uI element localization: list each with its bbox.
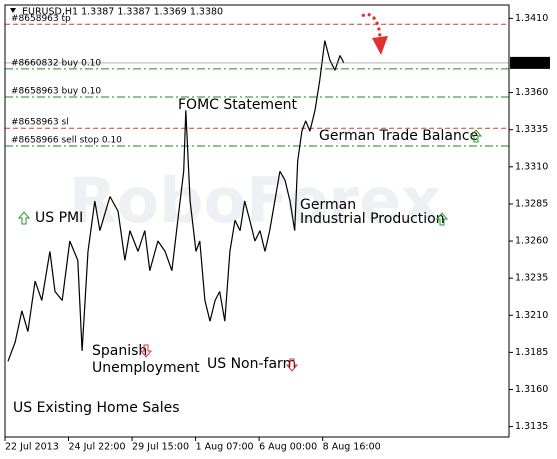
x-tick-label: 29 Jul 15:00	[132, 442, 189, 453]
current-price-label: 1.3380	[515, 57, 548, 68]
x-tick-label: 22 Jul 2013	[5, 442, 59, 453]
y-tick-label: 1.3160	[515, 384, 548, 395]
x-tick-label: 24 Jul 22:00	[69, 442, 126, 453]
annotation: Spanish	[92, 343, 147, 359]
title-icon	[10, 8, 16, 13]
current-price-box	[510, 56, 550, 69]
y-tick-label: 1.3260	[515, 236, 548, 247]
y-tick-label: 1.3235	[515, 273, 548, 284]
down-arrow	[285, 358, 299, 372]
y-tick-label: 1.3185	[515, 347, 548, 358]
x-tick-label: 6 Aug 00:00	[259, 442, 317, 453]
order-label: #8658963 sl	[11, 118, 69, 128]
down-arrow	[139, 344, 153, 358]
annotation: US PMI	[35, 210, 83, 226]
y-tick-label: 1.3210	[515, 310, 548, 321]
annotation: German Trade Balance	[319, 128, 478, 144]
y-tick-label: 1.3410	[515, 13, 548, 24]
order-label: #8658963 buy 0.10	[11, 87, 101, 97]
y-tick-label: 1.3310	[515, 161, 548, 172]
watermark: RoboForex	[69, 164, 441, 237]
order-label: #8658963 tp	[11, 14, 71, 24]
price-line	[7, 40, 345, 362]
forecast-arrow	[361, 13, 382, 41]
y-tick-label: 1.3285	[515, 198, 548, 209]
annotation: US Non-farm	[207, 356, 296, 372]
chart-title: EURUSD,H1 1.3387 1.3387 1.3369 1.3380	[22, 7, 223, 18]
plot-frame	[4, 4, 510, 438]
annotation: Unemployment	[92, 360, 200, 376]
up-arrow	[17, 211, 31, 225]
annotation: Industrial Production	[300, 211, 445, 227]
order-label: #8658966 sell stop 0.10	[11, 136, 122, 146]
up-arrow	[469, 129, 483, 143]
y-tick-label: 1.3360	[515, 87, 548, 98]
annotation: FOMC Statement	[178, 97, 298, 113]
x-tick-label: 1 Aug 07:00	[196, 442, 254, 453]
up-arrow	[435, 212, 449, 226]
order-label: #8660832 buy 0.10	[11, 58, 101, 68]
x-tick-label: 8 Aug 16:00	[323, 442, 381, 453]
y-tick-label: 1.3135	[515, 421, 548, 432]
annotation: German	[300, 197, 356, 213]
y-tick-label: 1.3335	[515, 124, 548, 135]
forecast-arrow-head	[372, 36, 388, 55]
annotation: US Existing Home Sales	[13, 400, 180, 416]
